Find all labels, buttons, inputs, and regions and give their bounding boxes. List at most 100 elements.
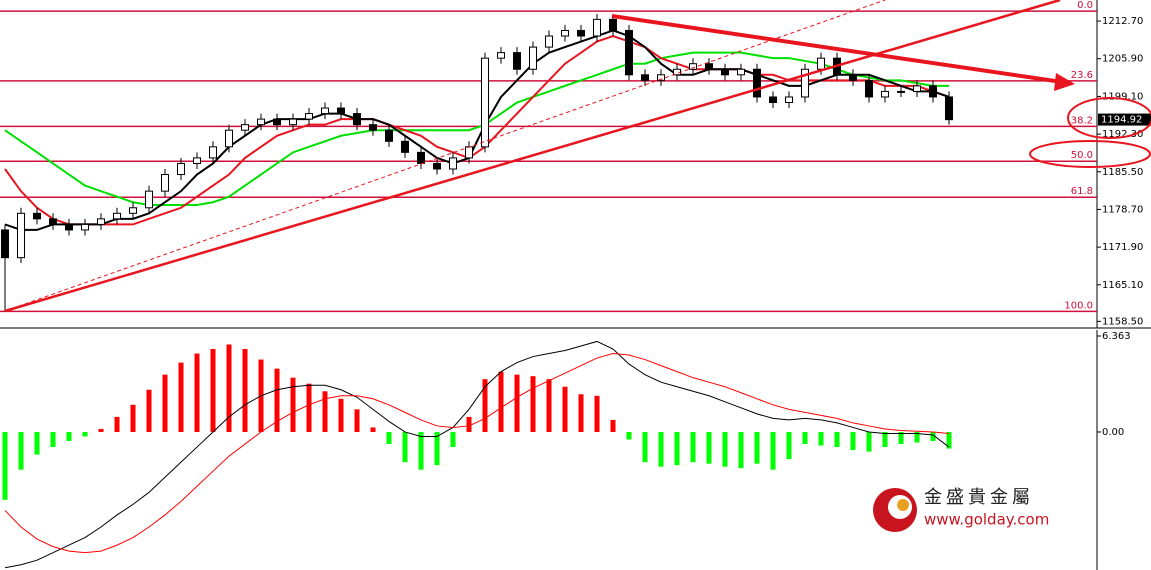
histogram-bar — [402, 431, 408, 463]
candle-body — [129, 207, 137, 214]
histogram-bar — [82, 431, 88, 437]
y-tick-label: 1192.30 — [1102, 129, 1143, 140]
histogram-bar — [850, 431, 856, 451]
candle-body — [513, 52, 521, 70]
candle-body — [929, 85, 937, 98]
histogram-bar — [162, 374, 168, 432]
candle-body — [401, 140, 409, 153]
candle-body — [721, 68, 729, 76]
highlight-ellipse — [1029, 140, 1151, 168]
y-tick-label: 6.363 — [1102, 331, 1131, 342]
candle-body — [529, 46, 537, 70]
fib-label: 61.8 — [1071, 186, 1093, 197]
histogram-bar — [370, 427, 376, 432]
fib-label: 100.0 — [1064, 300, 1093, 311]
candle-body — [193, 157, 201, 164]
histogram-bar — [594, 395, 600, 432]
arrow-head — [1054, 73, 1075, 91]
candle-body — [497, 52, 505, 59]
candle-body — [353, 113, 361, 126]
arrow-line — [611, 14, 1063, 84]
y-tick-label: 1178.70 — [1102, 204, 1143, 215]
histogram-bar — [674, 431, 680, 466]
histogram-bar — [930, 431, 936, 442]
candle-body — [945, 96, 953, 121]
candle-body — [753, 68, 761, 98]
candle-body — [577, 29, 585, 37]
candle-body — [161, 174, 169, 192]
histogram-bar — [626, 431, 632, 440]
candle-body — [433, 162, 441, 170]
histogram-bar — [338, 398, 344, 432]
macd-line — [4, 340, 950, 569]
candle-body — [785, 96, 793, 103]
histogram-bar — [274, 368, 280, 432]
candle-body — [81, 223, 89, 231]
brand-url: www.golday.com — [924, 511, 1049, 529]
brand-name: 金盛貴金屬 — [924, 487, 1034, 508]
price-panel: 1212.70 1205.90 1199.10 1192.30 1185.50 1178.… — [0, 0, 1151, 329]
candle-body — [273, 118, 281, 126]
histogram-bar — [786, 431, 792, 460]
y-tick-label: 1165.10 — [1102, 280, 1143, 291]
histogram-bar — [98, 428, 104, 432]
candle-body — [737, 68, 745, 76]
histogram-bar — [242, 349, 248, 432]
logo — [897, 499, 909, 511]
watermark: 金盛貴金屬 www.golday.com — [873, 487, 1049, 532]
candle-body — [321, 107, 329, 115]
candle-body — [849, 74, 857, 81]
histogram-bar — [658, 431, 664, 467]
histogram-bar — [562, 386, 568, 432]
candle-body — [913, 85, 921, 92]
candle-body — [817, 57, 825, 70]
y-tick-label: 1171.90 — [1102, 242, 1143, 253]
candle-body — [657, 74, 665, 81]
histogram-bar — [210, 349, 216, 432]
histogram-bar — [50, 431, 56, 448]
candle-body — [177, 162, 185, 176]
candle-body — [145, 190, 153, 209]
candle-body — [801, 68, 809, 98]
candle-body — [65, 223, 73, 231]
histogram-bar — [178, 362, 184, 432]
histogram-bar — [322, 391, 328, 432]
fib-label: 38.2 — [1071, 115, 1093, 126]
candle-body — [865, 79, 873, 98]
candle-body — [1, 229, 9, 259]
candle-body — [769, 96, 777, 103]
histogram-bar — [482, 379, 488, 432]
y-tick-label: 1158.50 — [1102, 316, 1143, 327]
candle-body — [33, 212, 41, 220]
histogram-bar — [530, 376, 536, 432]
histogram-bar — [130, 404, 136, 432]
fib-label: 0.0 — [1077, 0, 1093, 11]
candle-body — [337, 107, 345, 115]
histogram-bar — [498, 371, 504, 432]
candle-body — [209, 146, 217, 159]
histogram-bar — [738, 431, 744, 469]
y-tick-label: 0.00 — [1102, 427, 1124, 438]
histogram-bar — [578, 394, 584, 432]
candle-body — [49, 218, 57, 225]
candle-body — [705, 63, 713, 70]
y-tick-label: 1205.90 — [1102, 54, 1143, 65]
histogram-bar — [706, 431, 712, 464]
candle-body — [369, 124, 377, 131]
histogram-bar — [386, 431, 392, 445]
histogram-bar — [18, 431, 24, 470]
candle-body — [641, 74, 649, 81]
histogram-bar — [514, 374, 520, 432]
candle-body — [241, 124, 249, 131]
candle-body — [97, 218, 105, 225]
candle-body — [465, 146, 473, 159]
candle-body — [385, 129, 393, 142]
histogram-bar — [66, 431, 72, 442]
candle-body — [113, 212, 121, 220]
histogram-bar — [642, 431, 648, 463]
candle-body — [225, 129, 233, 148]
candle-body — [881, 90, 889, 98]
macd-line — [4, 353, 950, 554]
candle-body — [257, 118, 265, 126]
histogram-bar — [114, 416, 120, 432]
